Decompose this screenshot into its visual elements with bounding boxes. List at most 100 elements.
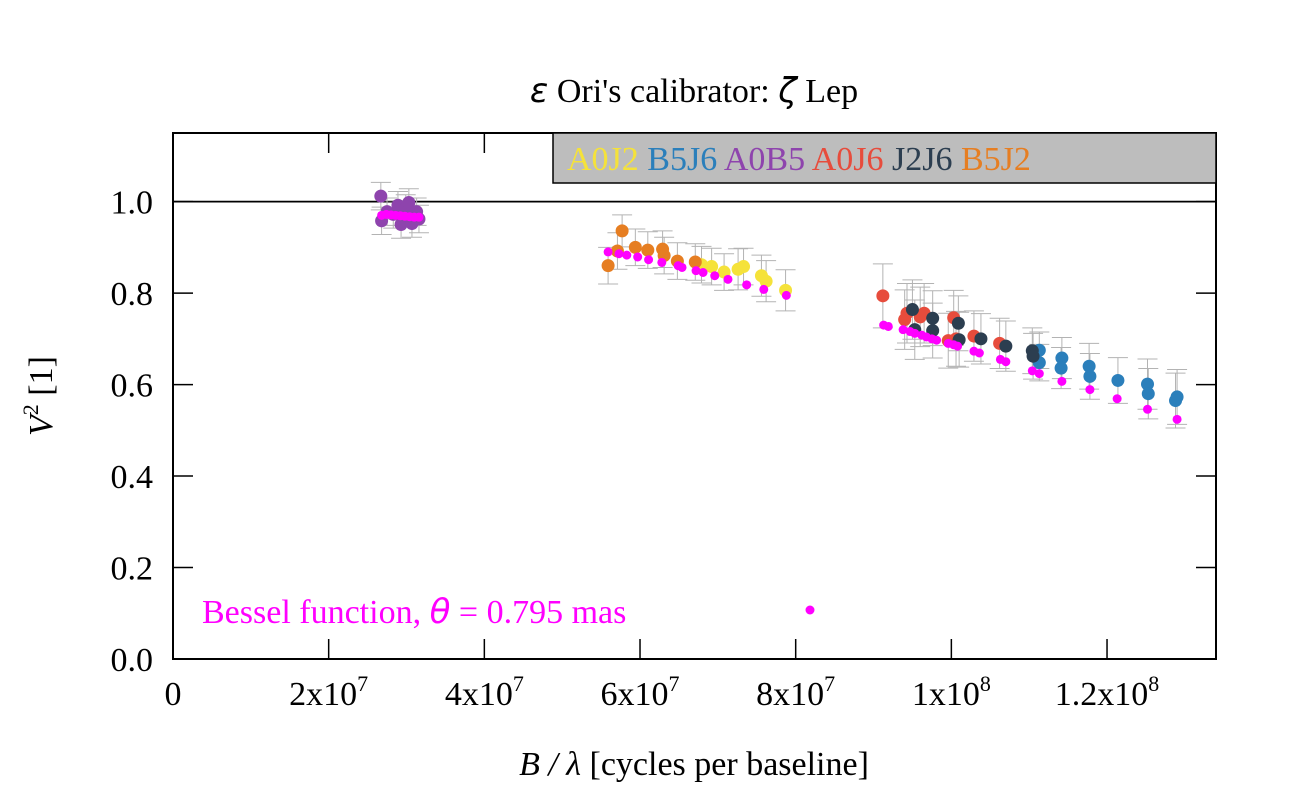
title-star-symbol: ε xyxy=(530,71,548,111)
point-A0J2-1 xyxy=(705,260,719,274)
model-point-37 xyxy=(974,348,984,358)
y-tick-label-4: 0.8 xyxy=(111,276,154,313)
x-axis-label-unit: [cycles per baseline] xyxy=(581,746,869,783)
model-label-value: = 0.795 mas xyxy=(450,594,626,631)
y-tick-label-2: 0.4 xyxy=(111,459,154,496)
model-label-prefix: Bessel function, xyxy=(202,594,430,631)
axis-ticks xyxy=(172,133,1216,660)
model-point-22 xyxy=(759,284,769,294)
point-J2J6-2 xyxy=(926,311,940,325)
y-axis-label-unit: [1] xyxy=(23,356,60,404)
model-point-9 xyxy=(603,247,613,257)
point-A0B5-7 xyxy=(402,196,416,210)
legend-entries: A0J2 B5J6 A0B5 A0J6 J2J6 B5J2 xyxy=(567,141,1031,178)
model-point-42 xyxy=(1057,376,1067,386)
y-tick-label-3: 0.6 xyxy=(111,368,154,405)
y-tick-label-1: 0.2 xyxy=(111,551,154,588)
point-A0B5-0 xyxy=(374,189,388,203)
point-B5J6-8 xyxy=(1141,387,1155,401)
legend-entry-A0J2: A0J2 xyxy=(567,141,639,178)
model-point-10 xyxy=(614,249,624,259)
model-point-18 xyxy=(698,268,708,278)
legend-entry-B5J6: B5J6 xyxy=(639,141,717,178)
x-tick-label-6: 1.2x108 xyxy=(1055,671,1160,713)
x-tick-labels: 0 2x107 4x107 6x107 8x107 1x108 1.2x108 xyxy=(165,671,1160,713)
y-axis-label-superscript: 2 xyxy=(18,404,43,415)
legend-box xyxy=(552,132,1217,184)
point-B5J2-0 xyxy=(601,259,615,273)
model-point-43 xyxy=(1085,385,1095,395)
model-point-41 xyxy=(1034,369,1044,379)
model-point-8 xyxy=(414,212,424,222)
point-B5J2-2 xyxy=(615,224,629,238)
point-J2J6-0 xyxy=(905,303,919,317)
model-point-39 xyxy=(1001,357,1011,367)
point-B5J2-4 xyxy=(641,243,655,257)
point-B5J2-8 xyxy=(688,255,702,269)
x-tick-label-0: 0 xyxy=(165,676,182,713)
model-point-12 xyxy=(633,252,643,262)
y-tick-label-0: 0.0 xyxy=(111,642,154,679)
model-point-35 xyxy=(953,341,963,351)
error-bars xyxy=(370,181,1188,429)
model-point-16 xyxy=(677,262,687,272)
model-point-25 xyxy=(883,321,893,331)
x-tick-label-2: 4x107 xyxy=(445,671,524,713)
model-point-28 xyxy=(910,328,920,338)
point-B5J6-2 xyxy=(1055,351,1069,365)
plot-area xyxy=(172,132,1217,660)
chart-title: ε Ori's calibrator: ζ Lep xyxy=(530,71,858,111)
point-J2J6-4 xyxy=(951,316,965,330)
title-calibrator-symbol: ζ xyxy=(777,71,799,111)
model-label-symbol: θ xyxy=(430,592,451,632)
model-point-11 xyxy=(622,250,632,260)
model-point-14 xyxy=(657,257,667,267)
point-B5J6-3 xyxy=(1054,361,1068,375)
point-J2J6-6 xyxy=(974,332,988,346)
y-tick-labels: 0.0 0.2 0.4 0.6 0.8 1.0 xyxy=(111,185,154,679)
model-point-32 xyxy=(932,335,942,345)
model-point-13 xyxy=(644,255,654,265)
point-J2J6-7 xyxy=(999,339,1013,353)
model-point-23 xyxy=(781,290,791,300)
title-middle: Ori's calibrator: xyxy=(548,73,778,110)
legend: A0J2 B5J6 A0B5 A0J6 J2J6 B5J2 xyxy=(552,132,1217,184)
model-point-46 xyxy=(1172,414,1182,424)
model-point-20 xyxy=(723,274,733,284)
legend-entry-J2J6: J2J6 xyxy=(884,141,953,178)
legend-entry-A0J6: A0J6 xyxy=(805,141,883,178)
x-tick-label-4: 8x107 xyxy=(756,671,835,713)
point-B5J6-4 xyxy=(1082,359,1096,373)
x-axis-label: B / λ [cycles per baseline] xyxy=(519,746,869,783)
point-A0J2-4 xyxy=(737,260,751,274)
x-tick-label-5: 1x108 xyxy=(912,671,991,713)
point-A0B5-5 xyxy=(394,217,408,231)
point-B5J6-10 xyxy=(1169,394,1183,408)
model-legend-marker xyxy=(805,605,815,615)
point-B5J6-7 xyxy=(1141,377,1155,391)
data-markers xyxy=(374,189,1184,408)
point-B5J2-3 xyxy=(628,240,642,254)
x-tick-label-3: 6x107 xyxy=(601,671,680,713)
point-J2J6-9 xyxy=(1026,349,1040,363)
y-axis-label: V2 [1] xyxy=(18,356,60,436)
point-B5J6-6 xyxy=(1111,373,1125,387)
model-label: Bessel function, θ = 0.795 mas xyxy=(202,592,626,632)
title-end: Lep xyxy=(797,73,858,110)
legend-entry-B5J2: B5J2 xyxy=(952,141,1030,178)
point-B5J6-5 xyxy=(1083,369,1097,383)
point-A0J2-6 xyxy=(759,274,773,288)
legend-entry-A0B5: A0B5 xyxy=(717,141,805,178)
model-point-44 xyxy=(1112,394,1122,404)
model-point-26 xyxy=(898,325,908,335)
model-point-19 xyxy=(710,271,720,281)
model-point-21 xyxy=(742,280,752,290)
model-point-17 xyxy=(691,266,701,276)
model-point-40 xyxy=(1027,366,1037,376)
point-A0J6-0 xyxy=(876,289,890,303)
x-axis-label-variable: B / λ xyxy=(519,746,581,783)
model-markers xyxy=(377,209,1182,424)
x-tick-label-1: 2x107 xyxy=(289,671,368,713)
model-point-45 xyxy=(1143,404,1153,414)
